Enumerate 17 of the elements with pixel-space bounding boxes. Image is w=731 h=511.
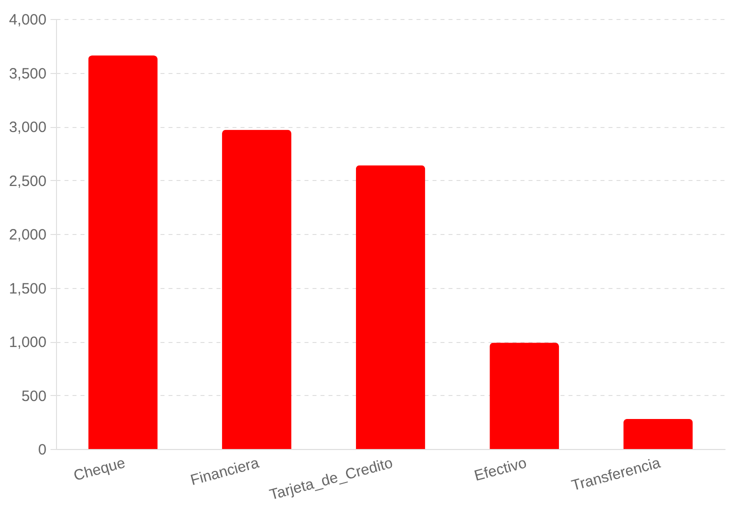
x-tick-label: Cheque <box>72 454 128 485</box>
y-tick-label: 1,500 <box>8 280 46 298</box>
y-tick-label: 2,500 <box>8 172 46 190</box>
bar <box>623 418 693 449</box>
bar <box>88 56 158 449</box>
y-tick-label: 0 <box>38 442 46 458</box>
bar <box>222 130 292 449</box>
bar <box>356 165 426 449</box>
x-tick-label: Efectivo <box>472 454 528 485</box>
y-tick-label: 3,500 <box>8 65 46 82</box>
y-tick-label: 3,000 <box>8 119 46 136</box>
y-tick-label: 2,000 <box>8 226 46 244</box>
bar <box>490 342 559 449</box>
y-tick-label: 500 <box>21 388 46 405</box>
x-tick-label: Financiera <box>188 454 262 490</box>
y-tick-label: 4,000 <box>8 12 46 28</box>
y-tick-label: 1,000 <box>8 334 46 351</box>
